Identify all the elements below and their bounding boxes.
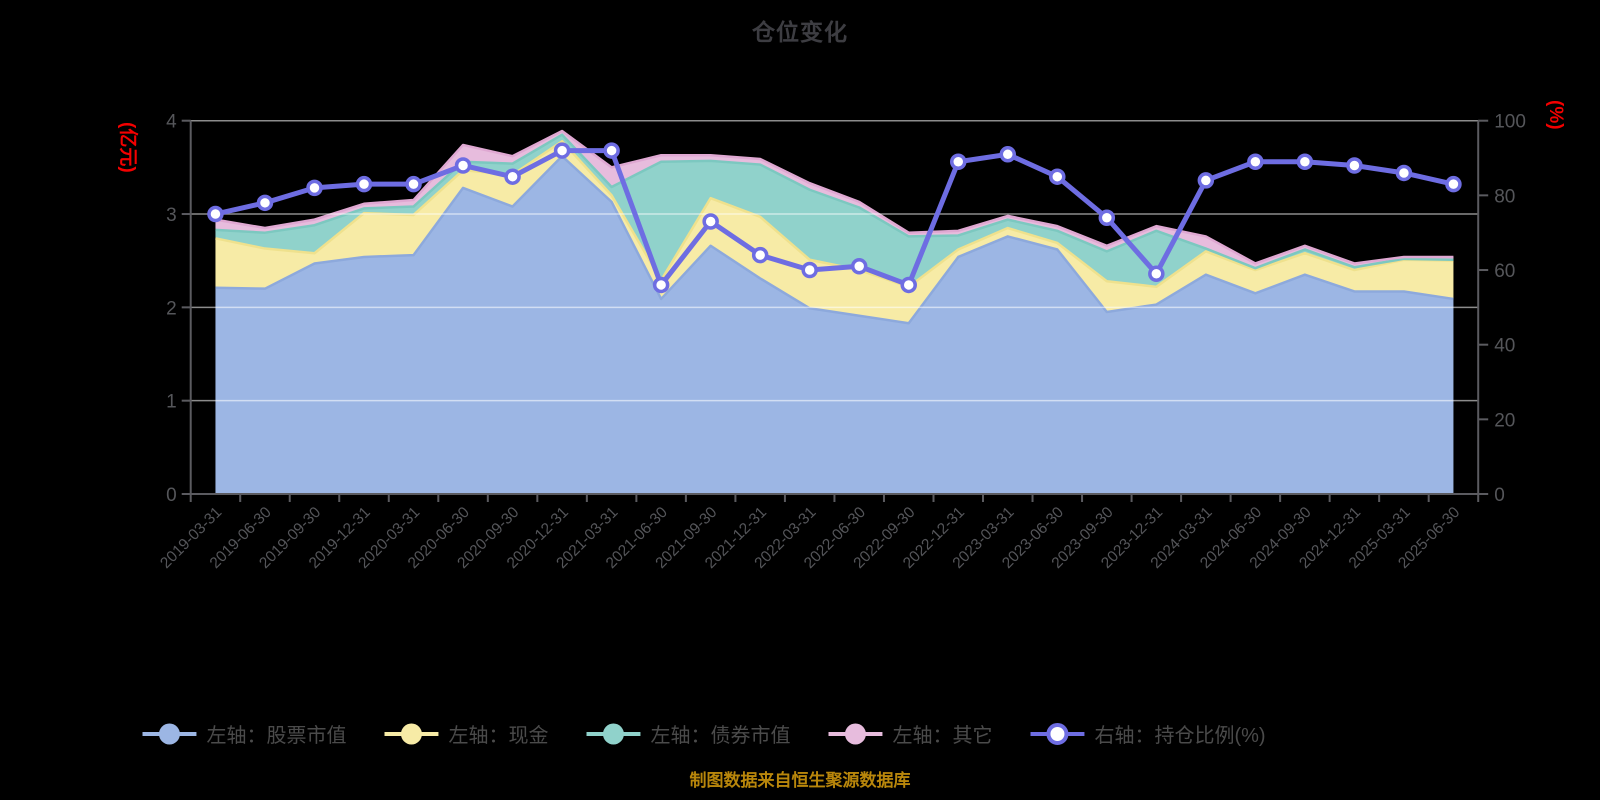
- area-edge-stock-market-value: [215, 154, 1454, 325]
- position-ratio-marker: [801, 261, 818, 279]
- left-axis-tick-label: 3: [166, 205, 177, 226]
- legend-item-stock-market-value[interactable]: 左轴：股票市值: [142, 719, 346, 748]
- legend: 左轴：股票市值 左轴：现金 左轴：债券市值 左轴：其它 右轴：持仓比例(%): [142, 719, 1266, 748]
- legend-item-label: 左轴：股票市值: [206, 725, 347, 747]
- legend-item-label: 右轴：持仓比例(%): [1094, 725, 1266, 747]
- position-ratio-line: [212, 148, 1456, 288]
- data-source-note: 制图数据来自恒生聚源数据库: [689, 771, 911, 790]
- area-bond-market-value: [215, 134, 1454, 287]
- area-edge-bond-market-value: [215, 133, 1454, 270]
- position-ratio-marker: [1098, 209, 1116, 227]
- stacked-areas: [215, 129, 1454, 494]
- legend-position-ratio-icon: [1030, 722, 1085, 745]
- legend-item-label: 左轴：债券市值: [650, 725, 791, 747]
- position-ratio-marker: [702, 213, 719, 230]
- area-other: [215, 130, 1454, 269]
- position-ratio-marker: [454, 157, 472, 174]
- legend-bond-market-value-icon: [586, 723, 641, 744]
- legend-stock-market-value-icon: [142, 723, 197, 744]
- position-ratio-marker: [999, 146, 1017, 163]
- position-ratio-marker: [900, 276, 917, 294]
- area-edge-cash: [215, 139, 1454, 289]
- position-ratio-marker: [306, 179, 323, 197]
- left-axis-tick-label: 4: [166, 112, 177, 133]
- legend-other-icon: [828, 723, 883, 744]
- right-axis-tick-label: 60: [1494, 261, 1515, 282]
- legend-item-label: 左轴：现金: [448, 725, 549, 747]
- position-ratio-marker: [355, 175, 373, 193]
- legend-cash-icon: [384, 723, 439, 744]
- position-ratio-marker: [1445, 175, 1462, 193]
- position-ratio-marker: [751, 246, 769, 264]
- axes: [181, 119, 1489, 502]
- right-axis-tick-label: 0: [1494, 485, 1505, 506]
- right-axis-name: (%): [1545, 100, 1566, 130]
- legend-item-position-ratio[interactable]: 右轴：持仓比例(%): [1030, 719, 1266, 748]
- area-edge-other: [215, 129, 1454, 265]
- legend-item-other[interactable]: 左轴：其它: [828, 719, 992, 748]
- legend-item-cash[interactable]: 左轴：现金: [384, 719, 548, 748]
- position-ratio-marker: [1148, 265, 1165, 283]
- position-ratio-marker: [652, 276, 670, 294]
- position-ratio-marker: [1197, 172, 1215, 189]
- grid-lines: [190, 119, 1479, 402]
- left-axis-name: (亿元): [117, 122, 140, 173]
- position-ratio-marker: [1346, 157, 1363, 174]
- position-ratio-marker: [504, 168, 521, 185]
- right-axis-tick-label: 40: [1494, 336, 1515, 357]
- right-axis-tick-label: 100: [1494, 112, 1526, 133]
- legend-item-label: 左轴：其它: [892, 725, 993, 747]
- position-ratio-marker: [553, 142, 571, 159]
- position-ratio-marker: [1247, 153, 1264, 171]
- area-stock-market-value: [215, 156, 1454, 494]
- position-ratio-marker: [1296, 153, 1314, 171]
- left-axis-tick-label: 0: [166, 485, 177, 506]
- position-ratio-marker: [207, 205, 224, 223]
- position-ratio-marker: [850, 258, 868, 275]
- position-ratio-marker: [603, 142, 620, 159]
- chart-title: 仓位变化: [752, 19, 848, 45]
- position-ratio-marker: [405, 175, 422, 193]
- left-axis-tick-label: 1: [166, 392, 177, 413]
- position-ratio-marker: [1395, 164, 1413, 182]
- right-axis-tick-label: 80: [1494, 186, 1515, 207]
- position-ratio-marker: [949, 153, 967, 171]
- left-axis-tick-label: 2: [166, 298, 177, 319]
- position-ratio-line-series: [207, 142, 1462, 294]
- position-ratio-marker: [1049, 168, 1066, 185]
- legend-item-bond-market-value[interactable]: 左轴：债券市值: [586, 719, 790, 748]
- right-axis-tick-label: 20: [1494, 410, 1515, 431]
- area-cash: [215, 141, 1454, 324]
- position-ratio-marker: [256, 194, 274, 212]
